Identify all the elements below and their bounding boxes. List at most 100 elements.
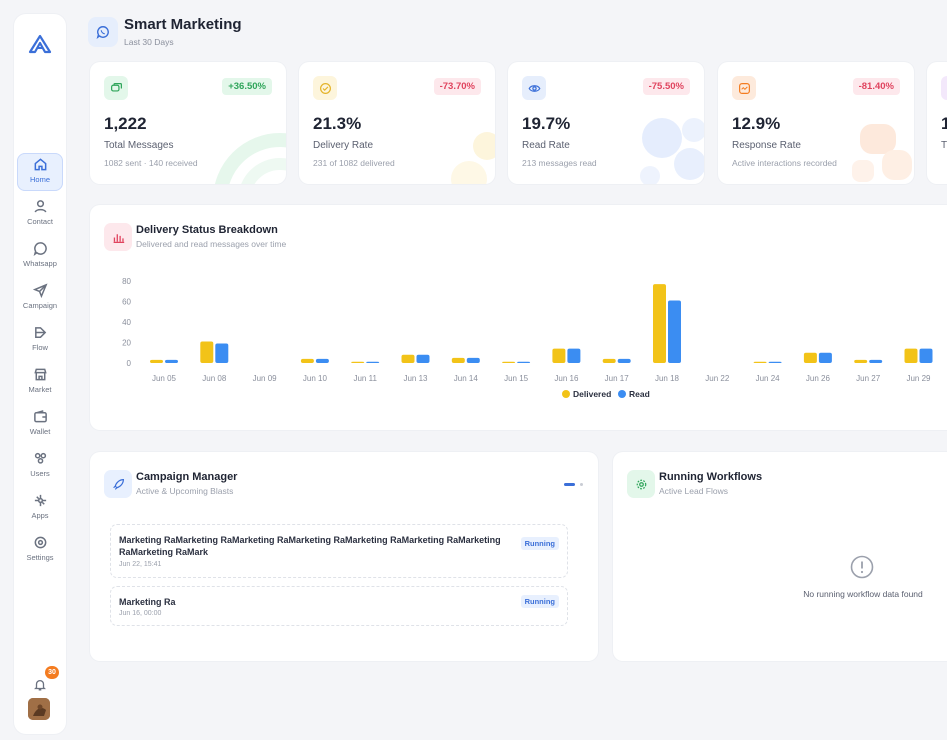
card-decoration	[640, 118, 704, 184]
bar-delivered	[300, 358, 314, 363]
nav-settings[interactable]: Settings	[17, 531, 63, 569]
x-tick-label: Jun 15	[504, 374, 529, 383]
bar-delivered	[200, 341, 214, 363]
nav-label: Wallet	[29, 427, 51, 436]
y-tick-label: 60	[122, 298, 131, 307]
legend-swatch	[562, 390, 570, 398]
nav-flow[interactable]: Flow	[17, 321, 63, 359]
wallet-icon	[33, 410, 47, 423]
avatar[interactable]	[28, 698, 50, 720]
running-workflows-panel: Running Workflows Active Lead Flows No r…	[613, 452, 947, 661]
campaign-name: Marketing RaMarketing RaMarketing RaMark…	[119, 535, 501, 557]
bar-read	[315, 358, 329, 363]
market-icon	[33, 368, 47, 381]
stat-icon	[941, 76, 947, 100]
bar-read	[366, 361, 380, 363]
carousel-dot-active[interactable]	[564, 483, 575, 486]
y-tick-label: 40	[122, 318, 131, 327]
card-decoration	[451, 132, 495, 184]
x-tick-label: Jun 27	[856, 374, 881, 383]
nav-home[interactable]: Home	[17, 153, 63, 191]
stat-sub: Active interactions recorded	[732, 158, 837, 168]
bar-read	[567, 348, 581, 363]
page-title: Smart Marketing	[124, 16, 242, 33]
x-tick-label: Jun 26	[806, 374, 831, 383]
carousel-dot[interactable]	[580, 483, 583, 486]
alert-circle-icon	[850, 555, 874, 579]
stat-card-read-rate: -75.50% 19.7% Read Rate 213 messages rea…	[508, 62, 704, 184]
x-tick-label: Jun 08	[202, 374, 227, 383]
nav-label: Flow	[32, 343, 48, 352]
nav-whatsapp[interactable]: Whatsapp	[17, 237, 63, 275]
bar-delivered	[803, 352, 817, 363]
stat-value: 12.9%	[732, 114, 781, 133]
bar-read	[617, 358, 631, 363]
stat-change: -75.50%	[642, 78, 690, 95]
bar-delivered	[854, 359, 868, 363]
bar-delivered	[552, 348, 566, 363]
nav-label: Settings	[26, 553, 54, 562]
campaign-date: Jun 16, 00:00	[119, 610, 162, 617]
nav-market[interactable]: Market	[17, 363, 63, 401]
stat-change: -73.70%	[433, 78, 481, 95]
stat-value: 1,222	[104, 114, 147, 133]
nav-label: Campaign	[22, 301, 58, 310]
nav-campaign[interactable]: Campaign	[17, 279, 63, 317]
stat-label: T	[941, 140, 947, 151]
x-tick-label: Jun 05	[152, 374, 177, 383]
panel-title: Running Workflows	[659, 471, 763, 483]
campaign-date: Jun 22, 15:41	[119, 561, 162, 568]
x-tick-label: Jun 14	[454, 374, 479, 383]
bar-read	[768, 361, 782, 363]
whatsapp-icon	[33, 242, 47, 256]
stat-value: 1	[941, 114, 947, 133]
stat-card-response-rate: -81.40% 12.9% Response Rate Active inter…	[718, 62, 914, 184]
stat-card-delivery-rate: -73.70% 21.3% Delivery Rate 231 of 1082 …	[299, 62, 495, 184]
stat-value: 21.3%	[313, 114, 362, 133]
card-decoration	[214, 133, 286, 184]
notification-badge: 30	[45, 666, 59, 679]
stat-card-partial: 1 T	[927, 62, 947, 184]
y-tick-label: 0	[127, 359, 132, 368]
bar-delivered	[150, 359, 163, 363]
logo-icon	[28, 34, 52, 54]
stat-label: Response Rate	[732, 140, 801, 151]
nav-users[interactable]: Users	[17, 447, 63, 485]
campaign-name: Marketing Ra	[119, 597, 176, 607]
stat-sub: 213 messages read	[522, 158, 597, 168]
nav-wallet[interactable]: Wallet	[17, 405, 63, 443]
nav-contact[interactable]: Contact	[17, 195, 63, 233]
header-icon	[88, 17, 118, 47]
bar-delivered	[602, 358, 616, 363]
nav-label: Contact	[27, 217, 53, 226]
settings-icon	[34, 536, 46, 549]
x-tick-label: Jun 29	[906, 374, 931, 383]
campaign-item[interactable]: Marketing RaMarketing RaMarketing RaMark…	[110, 524, 568, 578]
nav-apps[interactable]: Apps	[17, 489, 63, 527]
stat-card-total-messages: +36.50% 1,222 Total Messages 1082 sent ·…	[90, 62, 286, 184]
x-tick-label: Jun 17	[605, 374, 630, 383]
legend-label: Read	[629, 389, 650, 399]
bar-delivered	[502, 361, 516, 363]
campaign-item[interactable]: Marketing Ra Jun 16, 00:00 Running	[110, 586, 568, 626]
contact-icon	[34, 200, 46, 213]
x-tick-label: Jun 10	[303, 374, 328, 383]
bar-read	[668, 300, 681, 363]
bar-read	[869, 359, 883, 363]
stat-label: Read Rate	[522, 140, 570, 151]
message-icon	[104, 76, 128, 100]
bell-icon[interactable]	[33, 678, 47, 692]
check-circle-icon	[313, 76, 337, 100]
nav-label: Users	[30, 469, 50, 478]
panel-subtitle: Active Lead Flows	[659, 486, 728, 496]
empty-state-text: No running workflow data found	[803, 589, 923, 599]
bar-delivered	[753, 361, 767, 363]
page-subtitle: Last 30 Days	[124, 37, 174, 47]
delivery-status-panel: Delivery Status Breakdown Delivered and …	[90, 205, 947, 430]
bar-read	[919, 348, 933, 363]
avatar-image	[28, 698, 50, 720]
legend-swatch	[618, 390, 626, 398]
legend-label: Delivered	[573, 389, 611, 399]
rocket-icon	[104, 470, 132, 498]
stat-sub: 231 of 1082 delivered	[313, 158, 395, 168]
